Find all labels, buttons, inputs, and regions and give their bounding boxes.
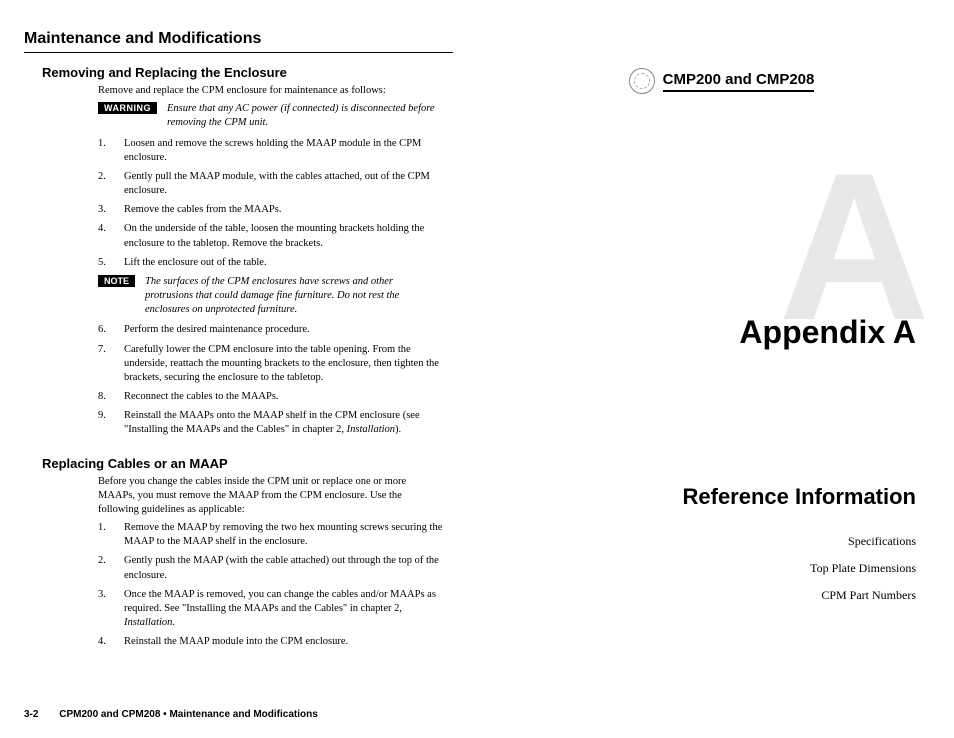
- product-header: CMP200 and CMP208: [517, 68, 926, 94]
- warning-row: WARNING Ensure that any AC power (if con…: [98, 102, 443, 130]
- left-page: Maintenance and Modifications Removing a…: [0, 0, 477, 738]
- right-page: CMP200 and CMP208 A Appendix A Reference…: [477, 0, 954, 738]
- step: On the underside of the table, loosen th…: [98, 222, 443, 250]
- step: Gently push the MAAP (with the cable att…: [98, 554, 443, 582]
- section2-intro: Before you change the cables inside the …: [98, 475, 443, 518]
- warning-badge: WARNING: [98, 102, 157, 114]
- section1-heading: Removing and Replacing the Enclosure: [42, 65, 453, 80]
- footer-text: CPM200 and CPM208 • Maintenance and Modi…: [59, 709, 318, 720]
- step: Perform the desired maintenance procedur…: [98, 323, 443, 337]
- step9-b: ).: [395, 424, 401, 435]
- step3-italic: Installation: [124, 617, 172, 628]
- footer-page: 3-2: [24, 709, 38, 720]
- section2-heading: Replacing Cables or an MAAP: [42, 456, 453, 471]
- step: Reinstall the MAAPs onto the MAAP shelf …: [98, 409, 443, 437]
- ref-item: Specifications: [517, 534, 916, 549]
- main-heading: Maintenance and Modifications: [24, 30, 453, 53]
- step: Reconnect the cables to the MAAPs.: [98, 390, 443, 404]
- step9-italic: Installation: [347, 424, 395, 435]
- ref-item: Top Plate Dimensions: [517, 561, 916, 576]
- note-row: NOTE The surfaces of the CPM enclosures …: [98, 275, 443, 318]
- step: Gently pull the MAAP module, with the ca…: [98, 170, 443, 198]
- step: Remove the MAAP by removing the two hex …: [98, 521, 443, 549]
- section2-steps: Remove the MAAP by removing the two hex …: [98, 521, 443, 649]
- step: Reinstall the MAAP module into the CPM e…: [98, 635, 443, 649]
- warning-text: Ensure that any AC power (if connected) …: [167, 102, 443, 130]
- big-letter-wrap: A Appendix A: [517, 164, 916, 384]
- note-text: The surfaces of the CPM enclosures have …: [145, 275, 443, 318]
- step: Remove the cables from the MAAPs.: [98, 203, 443, 217]
- section1-steps-b: Perform the desired maintenance procedur…: [98, 323, 443, 437]
- note-badge: NOTE: [98, 275, 135, 287]
- step: Once the MAAP is removed, you can change…: [98, 588, 443, 631]
- step3-b: .: [172, 617, 175, 628]
- step: Carefully lower the CPM enclosure into t…: [98, 343, 443, 386]
- product-title: CMP200 and CMP208: [663, 71, 815, 92]
- reference-heading: Reference Information: [517, 484, 916, 510]
- footer: 3-2 CPM200 and CPM208 • Maintenance and …: [24, 709, 318, 720]
- appendix-title: Appendix A: [739, 314, 916, 351]
- logo-icon: [629, 68, 655, 94]
- ref-item: CPM Part Numbers: [517, 588, 916, 603]
- step: Loosen and remove the screws holding the…: [98, 137, 443, 165]
- step3-a: Once the MAAP is removed, you can change…: [124, 589, 436, 614]
- section1-intro: Remove and replace the CPM enclosure for…: [98, 84, 443, 98]
- step: Lift the enclosure out of the table.: [98, 256, 443, 270]
- section1-steps-a: Loosen and remove the screws holding the…: [98, 137, 443, 270]
